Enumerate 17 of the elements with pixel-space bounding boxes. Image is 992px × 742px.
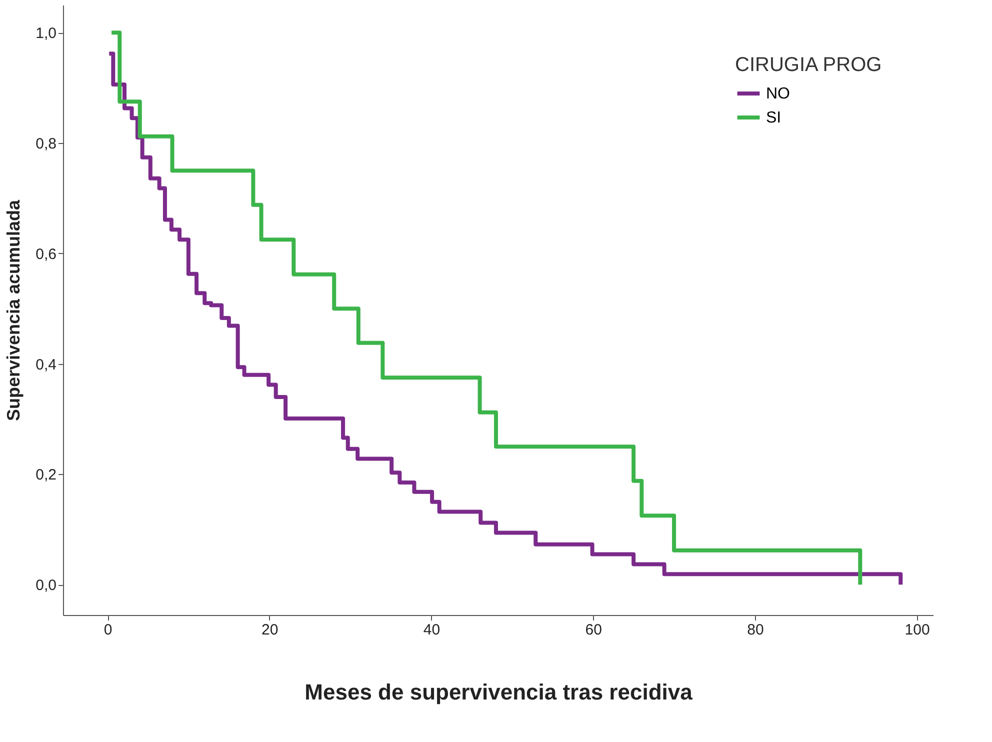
x-tick-label: 100 xyxy=(904,622,930,638)
y-tick-label: 0,4 xyxy=(36,356,56,374)
legend-title: CIRUGIA PROG xyxy=(735,54,882,76)
legend-label: NO xyxy=(766,86,790,102)
x-tick-label: 0 xyxy=(104,622,112,638)
x-tick-label: 40 xyxy=(423,622,440,638)
y-tick-label: 0,6 xyxy=(36,246,56,263)
y-axis-title: Supervivencia acumulada xyxy=(4,198,24,422)
x-tick-label: 60 xyxy=(585,622,602,638)
x-tick-label: 80 xyxy=(747,622,764,638)
legend-label: SI xyxy=(766,110,782,126)
y-tick-label: 0,8 xyxy=(36,136,56,153)
y-tick-label: 0,2 xyxy=(36,466,56,484)
x-tick-label: 20 xyxy=(262,622,278,638)
y-tick-label: 1,0 xyxy=(36,25,56,42)
x-axis-title: Meses de supervivencia tras recidiva xyxy=(304,680,694,704)
y-tick-label: 0,0 xyxy=(36,577,56,594)
